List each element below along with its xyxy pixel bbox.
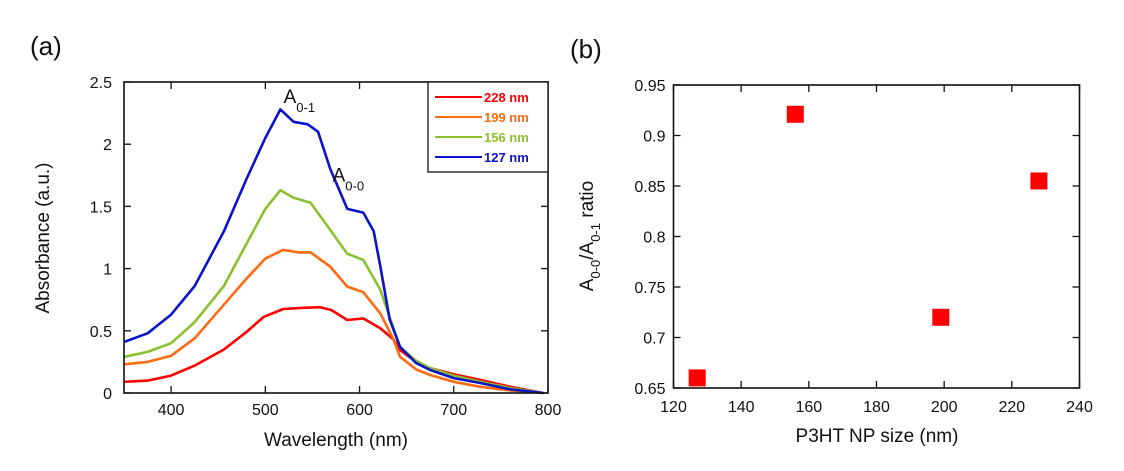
y-tick-label: 1.5 [90, 199, 112, 216]
panel-a-x-axis-title: Wavelength (nm) [264, 430, 408, 451]
x-tick-label: 200 [931, 399, 958, 416]
x-tick-label: 180 [863, 399, 890, 416]
data-point [688, 369, 706, 387]
panel-a-x-tick-labels: 400 500 600 700 800 [158, 402, 562, 419]
y-tick-label: 0.65 [634, 381, 665, 398]
y-tick-label: 0.95 [634, 78, 665, 95]
y-tick-label: 0.5 [90, 324, 112, 341]
panel-b-y-axis-title: A0-0/A0-1 ratio [577, 181, 603, 291]
ylabel-sub1: 0-0 [588, 260, 603, 279]
x-tick-label: 500 [252, 402, 279, 419]
ylabel-rest: ratio [577, 181, 598, 223]
y-tick-label: 0.9 [643, 129, 665, 146]
x-tick-label: 160 [795, 399, 822, 416]
panel-b-y-tick-labels: 0.65 0.7 0.75 0.8 0.85 0.9 0.95 [634, 78, 665, 398]
panel-a: (a) 400 500 600 700 800 0 0.5 1 1.5 2 2.5 Wavelen… [30, 31, 561, 451]
panel-a-frame [123, 81, 549, 394]
panel-a-legend: 228 nm 199 nm 156 nm 127 nm [427, 81, 549, 173]
y-tick-label: 0.7 [643, 331, 665, 348]
x-tick-label: 220 [998, 399, 1025, 416]
panel-b-frame [672, 84, 1081, 389]
y-tick-label: 2.5 [90, 75, 112, 92]
panel-a-label: (a) [30, 31, 62, 61]
panel-b-label: (b) [570, 34, 602, 64]
legend-label: 228 nm [484, 90, 529, 105]
series-line-199-nm [123, 248, 544, 395]
y-tick-label: 2 [103, 137, 112, 154]
annotation-a01: A0-1 [284, 87, 315, 115]
y-tick-label: 0.85 [634, 179, 665, 196]
y-tick-label: 1 [103, 262, 112, 279]
y-tick-label: 0 [103, 386, 112, 403]
annotation-a01-main: A [284, 87, 297, 108]
data-point [932, 308, 950, 326]
annotation-a00-subscript: 0-0 [345, 179, 364, 194]
x-tick-label: 800 [535, 402, 562, 419]
x-tick-label: 140 [728, 399, 755, 416]
x-tick-label: 700 [440, 402, 467, 419]
x-tick-label: 240 [1066, 399, 1093, 416]
panel-b: (b) 120 140 160 180 200 220 240 0.65 0.7 0.75 0.8… [570, 34, 1093, 447]
annotation-a00-main: A [333, 166, 346, 187]
legend-label: 156 nm [484, 130, 529, 145]
panel-a-curves [123, 108, 544, 395]
x-tick-label: 120 [660, 399, 687, 416]
y-tick-label: 0.75 [634, 280, 665, 297]
ylabel-a: A [577, 278, 598, 291]
x-tick-label: 600 [346, 402, 373, 419]
panel-b-points [688, 105, 1048, 387]
panel-b-x-axis-title: P3HT NP size (nm) [796, 426, 959, 447]
x-tick-label: 400 [158, 402, 185, 419]
data-point [1030, 172, 1048, 190]
ylabel-sub2: 0-1 [588, 223, 603, 242]
panel-a-y-axis-title: Absorbance (a.u.) [33, 162, 54, 313]
ylabel-slash-a: /A [577, 241, 598, 259]
series-line-228-nm [123, 305, 544, 395]
panel-b-ticks [672, 84, 1081, 389]
annotation-a01-subscript: 0-1 [296, 100, 315, 115]
panel-a-y-tick-labels: 0 0.5 1 1.5 2 2.5 [90, 75, 112, 403]
data-point [786, 105, 804, 123]
annotation-a00: A0-0 [333, 166, 364, 194]
legend-label: 127 nm [484, 150, 529, 165]
panel-b-x-tick-labels: 120 140 160 180 200 220 240 [660, 399, 1093, 416]
series-line-156-nm [123, 188, 544, 395]
y-tick-label: 0.8 [643, 230, 665, 247]
legend-label: 199 nm [484, 110, 529, 125]
series-line-127-nm [123, 108, 544, 395]
